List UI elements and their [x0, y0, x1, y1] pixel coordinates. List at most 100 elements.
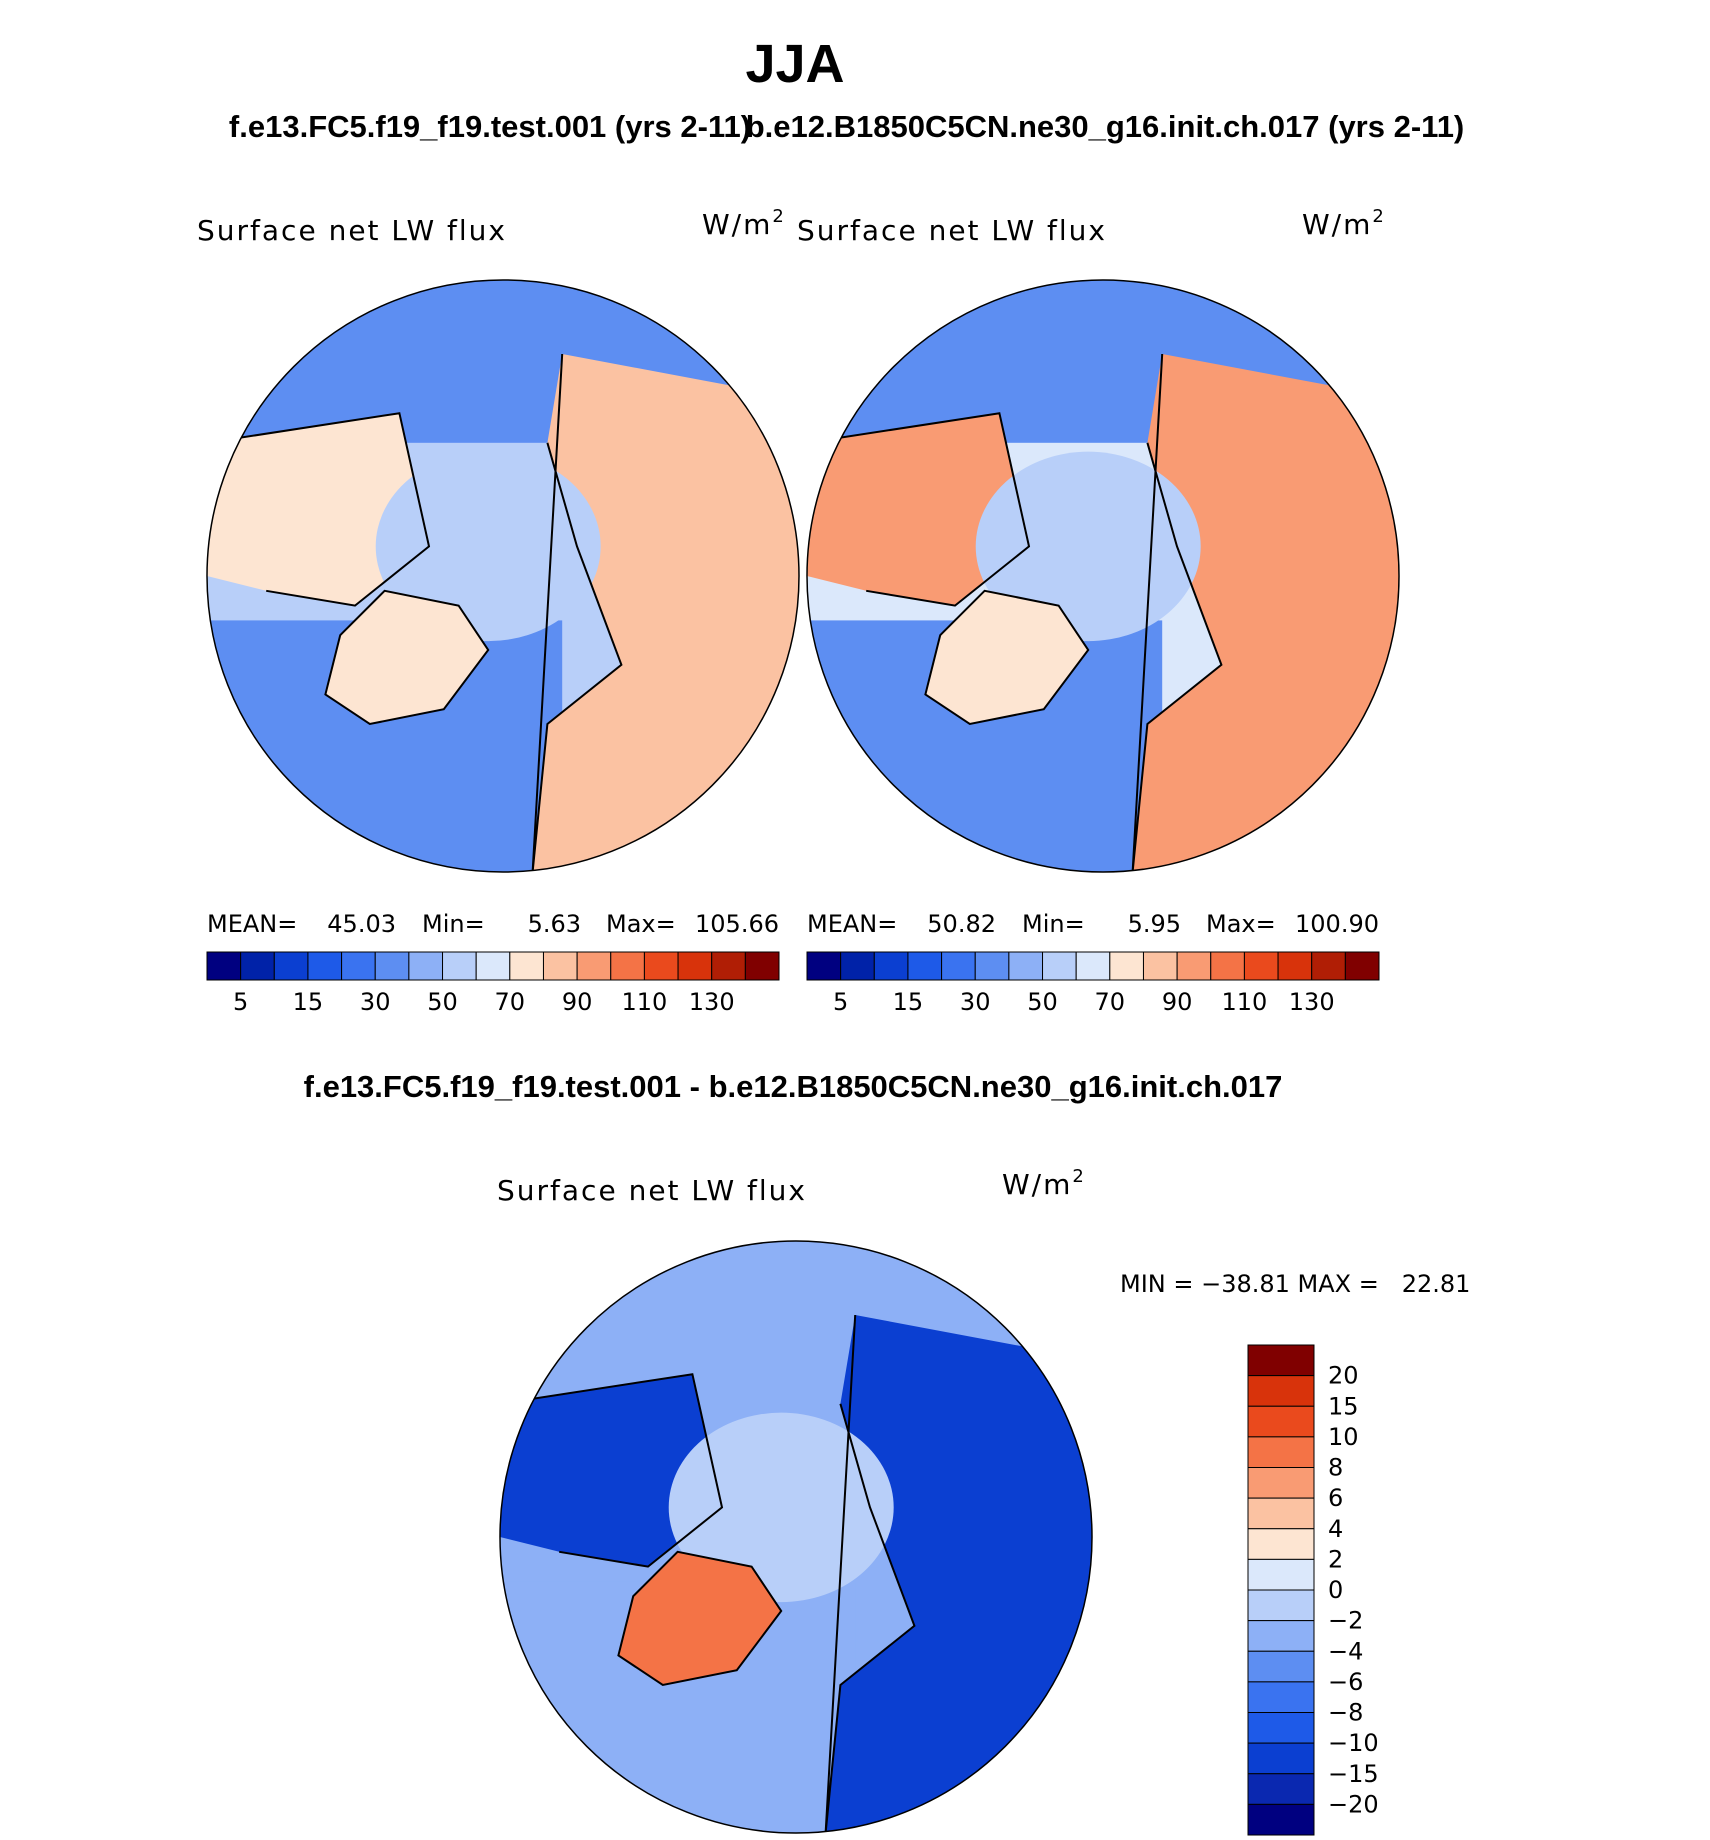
panel-diff-units: W/m2 — [1002, 1166, 1086, 1201]
colorbar-tick-label: 8 — [1328, 1454, 1343, 1482]
colorbar-swatch — [677, 951, 713, 981]
coastline-eurasia — [824, 1314, 916, 1833]
colorbar-swatch — [1247, 1375, 1315, 1407]
colorbar-tick-label: 50 — [1027, 988, 1058, 1016]
panel-left-mean-value: 45.03 — [327, 910, 396, 938]
coastline-eurasia — [531, 353, 623, 872]
colorbar-tick-label: 5 — [233, 988, 248, 1016]
colorbar-swatch — [1247, 1558, 1315, 1591]
panel-left-max-value: 105.66 — [695, 910, 779, 938]
panel-left-mean-label: MEAN= — [207, 910, 297, 938]
panel-right-min-label: Min= — [1022, 910, 1085, 938]
colorbar-tick-label: 6 — [1328, 1484, 1343, 1512]
colorbar-swatch — [907, 951, 943, 981]
colorbar-swatch — [1247, 1436, 1315, 1469]
colorbar-tick-label: 30 — [960, 988, 991, 1016]
colorbar-swatch — [442, 951, 477, 981]
panel-right-units-exp: 2 — [1372, 206, 1385, 227]
colorbar-tick-label: −6 — [1328, 1668, 1363, 1696]
panel-diff-units-base: W/m — [1002, 1168, 1072, 1201]
colorbar-swatch — [1109, 951, 1144, 981]
difference-title: f.e13.FC5.f19_f19.test.001 - b.e12.B1850… — [304, 1069, 1283, 1104]
colorbar-swatch — [273, 951, 309, 981]
colorbar-swatch — [206, 951, 242, 981]
colorbar-swatch — [1247, 1589, 1315, 1622]
colorbar-tick-label: 110 — [621, 988, 667, 1016]
colorbar-swatch — [1075, 951, 1111, 981]
colorbar-tick-label: −10 — [1328, 1729, 1379, 1757]
colorbar-tick-label: 15 — [1328, 1392, 1359, 1420]
colorbar-swatch — [1247, 1742, 1315, 1775]
colorbar-swatch — [408, 951, 444, 981]
colorbar-tick-label: 130 — [689, 988, 735, 1016]
colorbar-swatch — [1176, 951, 1212, 981]
colorbar-tick-label: 30 — [360, 988, 391, 1016]
colorbar-tick-label: −15 — [1328, 1760, 1379, 1788]
colorbar-swatch — [1142, 951, 1178, 981]
region-greenland — [325, 590, 489, 724]
panel-diff-title: Surface net LW flux — [497, 1174, 807, 1207]
colorbar-swatch — [1247, 1803, 1315, 1836]
colorbar-swatch — [1247, 1620, 1315, 1652]
colorbar-tick-label: 20 — [1328, 1362, 1359, 1390]
colorbar-swatch — [873, 951, 909, 981]
colorbar-swatch — [806, 951, 842, 981]
colorbar-tick-label: −4 — [1328, 1637, 1363, 1665]
region-central-arctic — [975, 451, 1201, 642]
colorbar-tick-label: 15 — [293, 988, 324, 1016]
panel-right-min-value: 5.95 — [1128, 910, 1181, 938]
panel-right-map — [806, 279, 1400, 873]
region-eurasia — [1132, 354, 1399, 872]
colorbar-swatch — [1210, 951, 1245, 981]
coastline-north-america — [207, 412, 431, 607]
colorbar-swatch — [341, 951, 376, 981]
colorbar-tick-label: 70 — [1095, 988, 1126, 1016]
colorbar-tick-label: 90 — [1162, 988, 1193, 1016]
panel-left-min-label: Min= — [422, 910, 485, 938]
colorbar-swatch — [1243, 951, 1279, 981]
panel-left-max-label: Max= — [606, 910, 676, 938]
panel-right-title: Surface net LW flux — [797, 214, 1107, 247]
colorbar-swatch — [1247, 1497, 1315, 1530]
panel-left-stats: MEAN= 45.03 Min= 5.63 Max= 105.66 — [207, 910, 779, 938]
colorbar-tick-label: −20 — [1328, 1790, 1379, 1818]
panel-right: Surface net LW flux W/m2 MEAN= 50.82 Min… — [797, 206, 1400, 1016]
coastline-greenland — [324, 589, 490, 726]
panel-right-colorbar: 5 15 30 50 70 90 110 130 — [806, 951, 1380, 1016]
panel-diff: Surface net LW flux W/m2 MIN = −38.81 MA… — [497, 1166, 1470, 1836]
coastline-greenland — [617, 1550, 783, 1687]
colorbar-swatch — [711, 951, 746, 981]
colorbar-swatch — [1247, 1650, 1315, 1683]
colorbar-tick-label: 10 — [1328, 1423, 1359, 1451]
colorbar-swatch — [1042, 951, 1077, 981]
colorbar-swatch — [744, 951, 780, 981]
colorbar-swatch — [475, 951, 511, 981]
panel-left-min-value: 5.63 — [528, 910, 581, 938]
colorbar-tick-label: 130 — [1289, 988, 1335, 1016]
colorbar-tick-label: 110 — [1221, 988, 1267, 1016]
map-outline — [806, 279, 1400, 873]
colorbar-tick-label: 70 — [495, 988, 526, 1016]
panel-right-max-value: 100.90 — [1295, 910, 1379, 938]
colorbar-tick-label: 50 — [427, 988, 458, 1016]
panel-right-mean-label: MEAN= — [807, 910, 897, 938]
subtitle-right-case: b.e12.B1850C5CN.ne30_g16.init.ch.017 (yr… — [746, 109, 1465, 144]
colorbar-tick-label: 5 — [833, 988, 848, 1016]
colorbar-swatch — [840, 951, 875, 981]
region-north-america-interior — [807, 413, 1029, 606]
colorbar-swatch — [610, 951, 645, 981]
colorbar-tick-label: 4 — [1328, 1515, 1343, 1543]
region-central-arctic — [375, 451, 601, 642]
coastline-north-america — [500, 1373, 724, 1568]
panel-right-mean-value: 50.82 — [927, 910, 996, 938]
region-central-arctic — [668, 1412, 894, 1603]
panel-left-colorbar: 5 15 30 50 70 90 110 130 — [206, 951, 780, 1016]
colorbar-swatch — [974, 951, 1010, 981]
panel-diff-map — [499, 1240, 1093, 1834]
panel-left: Surface net LW flux W/m2 MEAN= 45.03 Min… — [197, 206, 800, 1016]
colorbar-swatch — [643, 951, 679, 981]
colorbar-swatch — [1247, 1528, 1315, 1560]
map-outline — [206, 279, 800, 873]
panel-diff-minmax: MIN = −38.81 MAX = 22.81 — [1120, 1270, 1470, 1298]
